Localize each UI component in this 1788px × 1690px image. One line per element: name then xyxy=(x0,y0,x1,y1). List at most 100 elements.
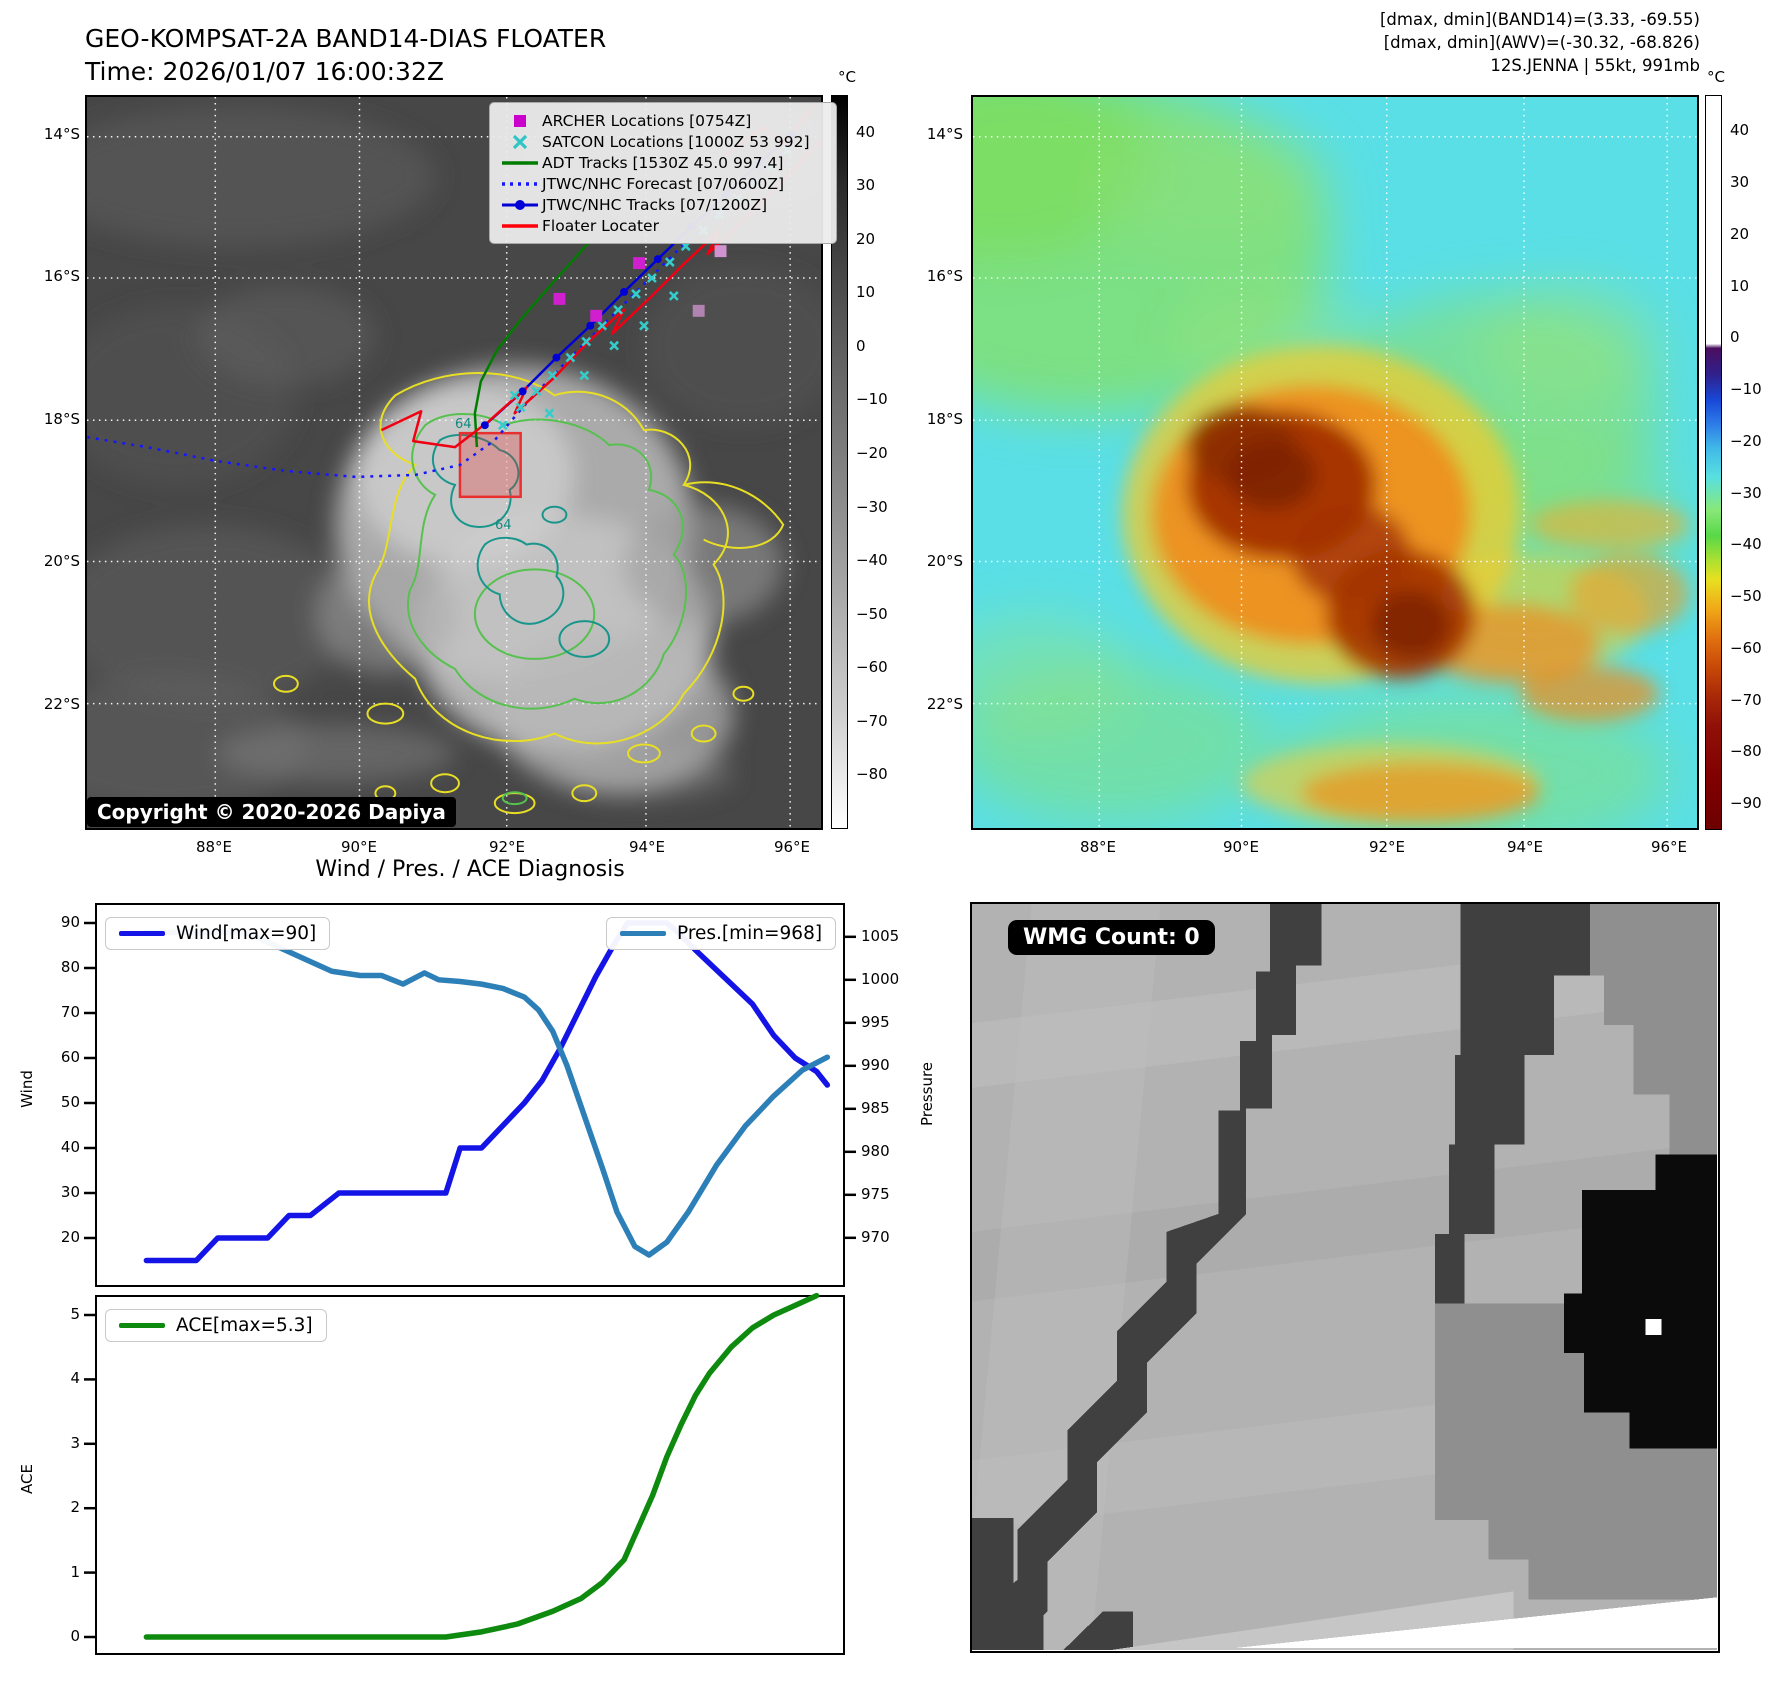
legend-item-label: Floater Locater xyxy=(542,216,659,235)
awv-colorbar-tick: −40 xyxy=(1730,535,1762,554)
wind-pres-chart-panel xyxy=(95,903,845,1287)
awv-colorbar-unit: °C xyxy=(1707,68,1725,86)
band14-lat-label: 14°S xyxy=(43,125,80,143)
wind-ytick: 30 xyxy=(60,1183,80,1201)
wind-legend-label: Wind[max=90] xyxy=(176,923,317,944)
ace-legend: ACE[max=5.3] xyxy=(105,1309,327,1342)
awv-lat-label: 18°S xyxy=(926,410,963,428)
band14-colorbar-tick: −30 xyxy=(856,497,888,516)
band14-colorbar-tick: −20 xyxy=(856,443,888,462)
adt-track xyxy=(473,235,596,448)
timestamp: Time: 2026/01/07 16:00:32Z xyxy=(85,57,444,86)
wind-ytick: 90 xyxy=(60,913,80,931)
line-marker-icon xyxy=(498,218,542,234)
awv-colorbar-tick: −10 xyxy=(1730,380,1762,399)
awv-colorbar-tick: −70 xyxy=(1730,690,1762,709)
ace-line-sample xyxy=(119,1322,165,1329)
wind-line-sample xyxy=(119,930,165,937)
band14-lat-label: 18°S xyxy=(43,410,80,428)
wind-ytick: 70 xyxy=(60,1003,80,1021)
awv-lon-label: 92°E xyxy=(1368,838,1406,856)
awv-lon-label: 96°E xyxy=(1650,838,1688,856)
storm-cold-cloud xyxy=(1122,345,1690,824)
white-pixel xyxy=(1645,1319,1662,1336)
pressure-ytick: 1000 xyxy=(861,969,900,988)
page-title: GEO-KOMPSAT-2A BAND14-DIAS FLOATER Time:… xyxy=(85,22,606,88)
awv-colorbar-tick: −80 xyxy=(1730,742,1762,761)
pressure-ytick: 970 xyxy=(861,1227,890,1246)
band14-colorbar-tick: 10 xyxy=(856,283,876,302)
band14-colorbar-tick: 20 xyxy=(856,229,876,248)
band14-lon-label: 90°E xyxy=(340,838,378,856)
wind-ytick: 50 xyxy=(60,1093,80,1111)
awv-lon-label: 88°E xyxy=(1079,838,1117,856)
band14-legend: ARCHER Locations [0754Z] SATCON Locations… xyxy=(489,102,837,244)
copyright-badge: Copyright © 2020-2026 Dapiya xyxy=(87,797,456,827)
band14-colorbar-tick: −80 xyxy=(856,765,888,784)
ace-ytick: 5 xyxy=(70,1305,80,1323)
dotted-marker-icon xyxy=(498,176,542,192)
band14-lat-label: 16°S xyxy=(43,267,80,285)
awv-lat-label: 16°S xyxy=(926,267,963,285)
legend-item: SATCON Locations [1000Z 53 992] xyxy=(498,131,828,152)
pres-line-sample xyxy=(620,930,666,937)
ace-ytick: 3 xyxy=(70,1433,80,1452)
pres-legend: Pres.[min=968] xyxy=(606,917,837,950)
legend-item: Floater Locater xyxy=(498,215,828,236)
awv-colorbar-tick: −90 xyxy=(1730,794,1762,813)
cold-pixel-band xyxy=(972,904,1590,1650)
band14-colorbar xyxy=(831,95,848,829)
contour-label-64: 64 xyxy=(455,417,472,432)
ace-ytick: 2 xyxy=(70,1498,80,1517)
wind-ytick: 40 xyxy=(60,1138,80,1156)
band14-satellite-image xyxy=(27,97,843,828)
band14-colorbar-tick: 40 xyxy=(856,122,876,141)
wind-axis-label: Wind xyxy=(17,1070,36,1108)
wmg-count-badge: WMG Count: 0 xyxy=(1008,920,1215,955)
band14-lon-label: 96°E xyxy=(773,838,811,856)
band14-colorbar-tick: 30 xyxy=(856,176,876,195)
band14-colorbar-tick: −10 xyxy=(856,390,888,409)
band14-lat-label: 20°S xyxy=(43,552,80,570)
floater-target-box xyxy=(458,431,522,499)
ir-contours xyxy=(272,371,785,815)
awv-colorbar-tick: 0 xyxy=(1730,328,1740,347)
band14-colorbar-unit: °C xyxy=(838,68,856,86)
awv-lat-label: 14°S xyxy=(926,125,963,143)
awv-lat-label: 22°S xyxy=(926,695,963,713)
ace-axis-label: ACE xyxy=(17,1464,36,1494)
pressure-ytick: 985 xyxy=(861,1098,890,1117)
graticule xyxy=(87,97,821,828)
legend-item-label: SATCON Locations [1000Z 53 992] xyxy=(542,132,810,151)
awv-colorbar-tick: −50 xyxy=(1730,587,1762,606)
band14-colorbar-tick: 0 xyxy=(856,336,866,355)
pressure-ytick: 1005 xyxy=(861,926,900,945)
archer-markers xyxy=(553,245,727,322)
wmg-panel xyxy=(970,902,1720,1653)
stat-band14: [dmax, dmin](BAND14)=(3.33, -69.55) xyxy=(1379,10,1700,29)
band14-colorbar-tick: −70 xyxy=(856,711,888,730)
ace-ytick: 4 xyxy=(70,1369,80,1388)
contour-label-64b: 64 xyxy=(495,518,512,533)
band14-lon-label: 92°E xyxy=(488,838,526,856)
band14-colorbar-tick: −60 xyxy=(856,658,888,677)
storm-id: 12S.JENNA | 55kt, 991mb xyxy=(1490,56,1700,75)
legend-item: ARCHER Locations [0754Z] xyxy=(498,110,828,131)
wmg-pixel-image xyxy=(972,904,1717,1650)
legend-item-label: JTWC/NHC Forecast [07/0600Z] xyxy=(542,174,785,193)
awv-colorbar-tick: −30 xyxy=(1730,483,1762,502)
pressure-ytick: 990 xyxy=(861,1055,890,1074)
line-marker-icon xyxy=(498,155,542,171)
band14-lon-label: 94°E xyxy=(628,838,666,856)
ace-chart-panel xyxy=(95,1295,845,1655)
band14-lon-label: 88°E xyxy=(195,838,233,856)
awv-map-panel xyxy=(833,57,1699,853)
stat-awv: [dmax, dmin](AWV)=(-30.32, -68.826) xyxy=(1383,33,1700,52)
band14-colorbar-tick: −40 xyxy=(856,551,888,570)
wind-ytick: 20 xyxy=(60,1228,80,1246)
awv-colorbar-tick: 10 xyxy=(1730,276,1750,295)
pressure-axis-label: Pressure xyxy=(918,1061,937,1127)
awv-colorbar-tick: 20 xyxy=(1730,224,1750,243)
x-marker-icon xyxy=(498,134,542,150)
